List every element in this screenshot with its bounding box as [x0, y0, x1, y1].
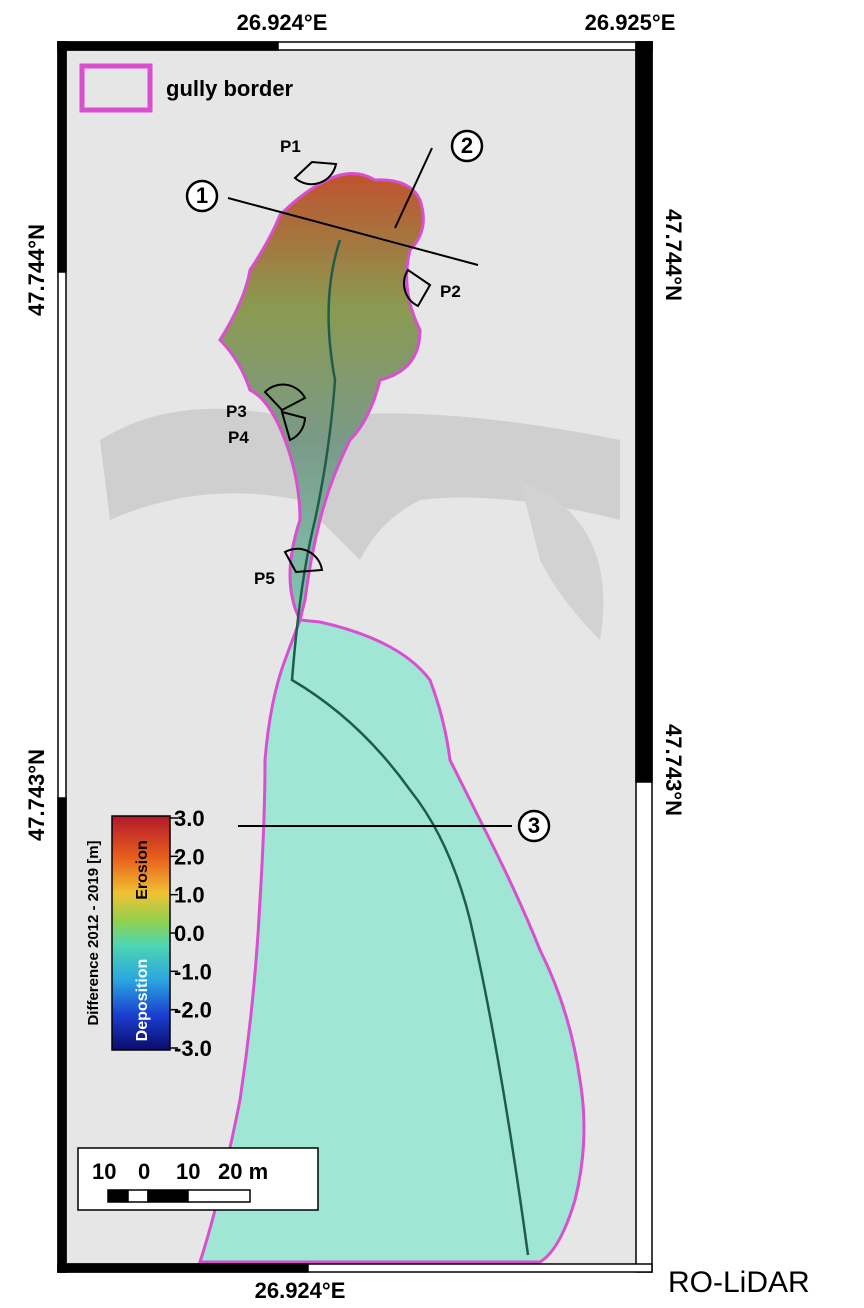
colorbar-tick-label: 1.0	[174, 883, 205, 908]
colorbar-erosion: Erosion	[134, 840, 151, 900]
scale-label: 20 m	[218, 1159, 268, 1184]
coord-label: 47.743°N	[661, 724, 686, 816]
coord-label: 26.925°E	[585, 10, 676, 35]
coord-label: 47.744°N	[661, 209, 686, 301]
colorbar-tick-label: 0.0	[174, 921, 205, 946]
colorbar-tick-label: -2.0	[174, 998, 212, 1023]
source-label: RO-LiDAR	[668, 1266, 810, 1299]
profile-label: 3	[528, 813, 540, 838]
coord-label: 26.924°E	[237, 10, 328, 35]
legend-swatch	[82, 66, 150, 110]
photo-point-label: P4	[228, 428, 249, 447]
coord-label: 47.744°N	[24, 224, 49, 316]
colorbar-title: Difference 2012 - 2019 [m]	[85, 840, 102, 1025]
scale-label: 10	[92, 1159, 116, 1184]
profile-label: 1	[196, 183, 208, 208]
colorbar-tick-label: 2.0	[174, 844, 205, 869]
colorbar-deposition: Deposition	[134, 959, 151, 1042]
coord-label: 47.743°N	[24, 749, 49, 841]
photo-point-label: P3	[226, 402, 247, 421]
colorbar-tick-label: -3.0	[174, 1036, 212, 1061]
colorbar-tick-label: 3.0	[174, 806, 205, 831]
scale-bar	[108, 1190, 250, 1202]
coord-label: 26.924°E	[255, 1278, 346, 1303]
photo-point-label: P1	[280, 137, 301, 156]
profile-label: 2	[461, 133, 473, 158]
scale-label: 10	[176, 1159, 200, 1184]
colorbar-tick-label: -1.0	[174, 959, 212, 984]
scale-label: 0	[138, 1159, 150, 1184]
legend-label: gully border	[166, 76, 294, 101]
map: 1 2 3 P1 P2 P3 P4 P5 gully border 3.0 2.0…	[0, 0, 864, 1308]
photo-point-label: P5	[254, 569, 275, 588]
photo-point-label: P2	[440, 282, 461, 301]
